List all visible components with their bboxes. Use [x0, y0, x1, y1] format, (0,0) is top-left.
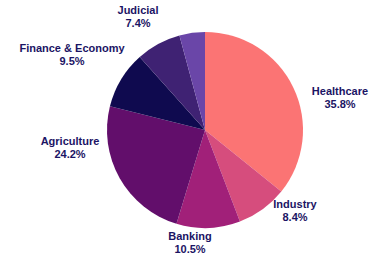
- slice-label: Judicial: [118, 4, 159, 16]
- value-label: 24.2%: [54, 148, 85, 160]
- value-label: 9.5%: [59, 55, 84, 67]
- slice-label: Agriculture: [41, 135, 100, 147]
- labels: Healthcare35.8% Industry8.4% Banking10.5% A…: [19, 4, 368, 255]
- value-label: 7.4%: [125, 17, 150, 29]
- slice-label: Industry: [273, 198, 317, 210]
- slice-label: Finance & Economy: [19, 42, 125, 54]
- slice-label: Banking: [168, 230, 211, 242]
- slice-label: Healthcare: [312, 85, 368, 97]
- chart-container: Healthcare35.8% Industry8.4% Banking10.5% A…: [0, 0, 383, 270]
- pie-slice: [179, 32, 205, 130]
- value-label: 10.5%: [174, 243, 205, 255]
- chart-svg: Healthcare35.8% Industry8.4% Banking10.5% A…: [0, 0, 383, 270]
- value-label: 8.4%: [282, 211, 307, 223]
- value-label: 35.8%: [324, 98, 355, 110]
